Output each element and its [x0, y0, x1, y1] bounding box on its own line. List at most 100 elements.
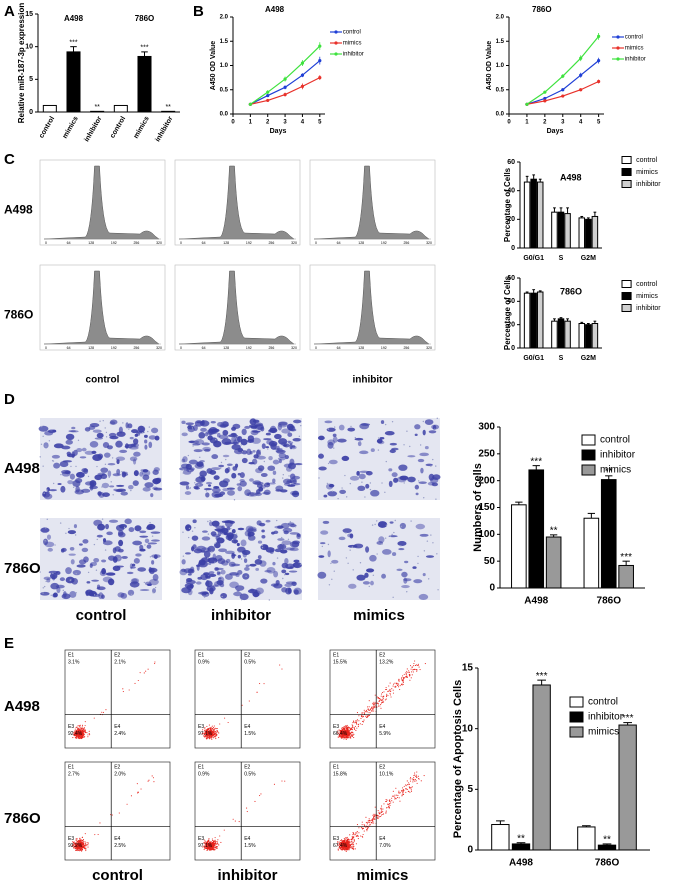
event-dot	[212, 840, 213, 841]
event-dot	[390, 802, 391, 803]
event-dot	[87, 844, 88, 845]
histogram-tick: 64	[67, 346, 71, 350]
cell	[269, 482, 276, 484]
cell	[132, 578, 139, 583]
pore	[144, 544, 145, 545]
legend-label: control	[588, 697, 618, 708]
event-dot	[220, 842, 221, 843]
event-dot	[78, 725, 79, 726]
event-dot	[389, 806, 390, 807]
cell	[388, 468, 392, 471]
cell	[378, 521, 387, 528]
pore	[99, 421, 100, 422]
event-dot	[400, 792, 401, 793]
pore	[183, 473, 184, 474]
legend-swatch	[622, 181, 631, 188]
bar	[586, 325, 592, 348]
significance: **	[517, 833, 525, 844]
cell	[180, 481, 190, 485]
histogram-tick: 256	[268, 346, 274, 350]
cell	[267, 466, 275, 471]
pore	[249, 495, 250, 496]
cell	[222, 438, 232, 445]
x-tick-label: 786O	[597, 596, 622, 607]
quadrant-value: 92.4%	[68, 731, 83, 737]
cell	[222, 521, 230, 523]
point	[266, 91, 269, 94]
cell	[66, 440, 73, 445]
event-dot	[215, 846, 216, 847]
cell	[109, 485, 114, 487]
pore	[60, 474, 61, 475]
cell	[231, 427, 236, 431]
event-dot	[341, 728, 342, 729]
event-dot	[362, 724, 363, 725]
event-dot	[383, 696, 384, 697]
cell	[390, 449, 396, 453]
x-tick-label: inhibitor	[83, 115, 103, 143]
cell	[65, 567, 72, 574]
event-dot	[351, 841, 352, 842]
event-dot	[385, 813, 386, 814]
pore	[150, 556, 151, 557]
pore	[195, 480, 196, 481]
event-dot	[216, 733, 217, 734]
cell	[127, 572, 134, 574]
quadrant-value: 5.9%	[379, 731, 391, 737]
cell	[355, 438, 364, 441]
column-label: mimics	[220, 375, 255, 386]
legend-swatch	[582, 435, 595, 445]
cell	[240, 472, 245, 478]
cell	[192, 443, 200, 445]
cell	[390, 443, 397, 446]
cell	[426, 464, 433, 466]
event-dot	[122, 688, 123, 689]
event-dot	[389, 689, 390, 690]
event-dot	[390, 691, 391, 692]
bar	[552, 212, 558, 248]
cell	[237, 543, 240, 546]
event-dot	[412, 667, 413, 668]
event-dot	[358, 726, 359, 727]
pore	[346, 496, 347, 497]
cell	[252, 450, 255, 453]
event-dot	[370, 712, 371, 713]
x-tick-label: mimics	[62, 115, 80, 139]
event-dot	[214, 843, 215, 844]
event-dot	[263, 683, 264, 684]
event-dot	[344, 728, 345, 729]
event-dot	[416, 775, 417, 776]
event-dot	[374, 819, 375, 820]
cell	[97, 585, 100, 590]
event-dot	[207, 849, 208, 850]
cell	[241, 539, 247, 546]
pore	[359, 441, 360, 442]
cell	[226, 534, 233, 540]
event-dot	[85, 721, 86, 722]
pore	[40, 571, 41, 572]
event-dot	[380, 704, 381, 705]
event-dot	[214, 729, 215, 730]
event-dot	[341, 849, 342, 850]
panel-letter: A	[4, 3, 15, 20]
cell	[292, 445, 295, 448]
event-dot	[75, 850, 76, 851]
x-tick-label: mimics	[133, 115, 151, 139]
event-dot	[134, 683, 135, 684]
event-dot	[77, 728, 78, 729]
event-dot	[403, 681, 404, 682]
event-dot	[382, 699, 383, 700]
event-dot	[348, 844, 349, 845]
event-dot	[348, 737, 349, 738]
significance: **	[603, 835, 611, 846]
event-dot	[383, 803, 384, 804]
pore	[282, 477, 283, 478]
pore	[88, 572, 89, 573]
event-dot	[377, 818, 378, 819]
histogram-tick: 256	[133, 241, 139, 245]
cell	[326, 483, 333, 489]
pore	[112, 494, 113, 495]
pore	[334, 426, 335, 427]
bar	[524, 182, 530, 248]
event-dot	[364, 831, 365, 832]
